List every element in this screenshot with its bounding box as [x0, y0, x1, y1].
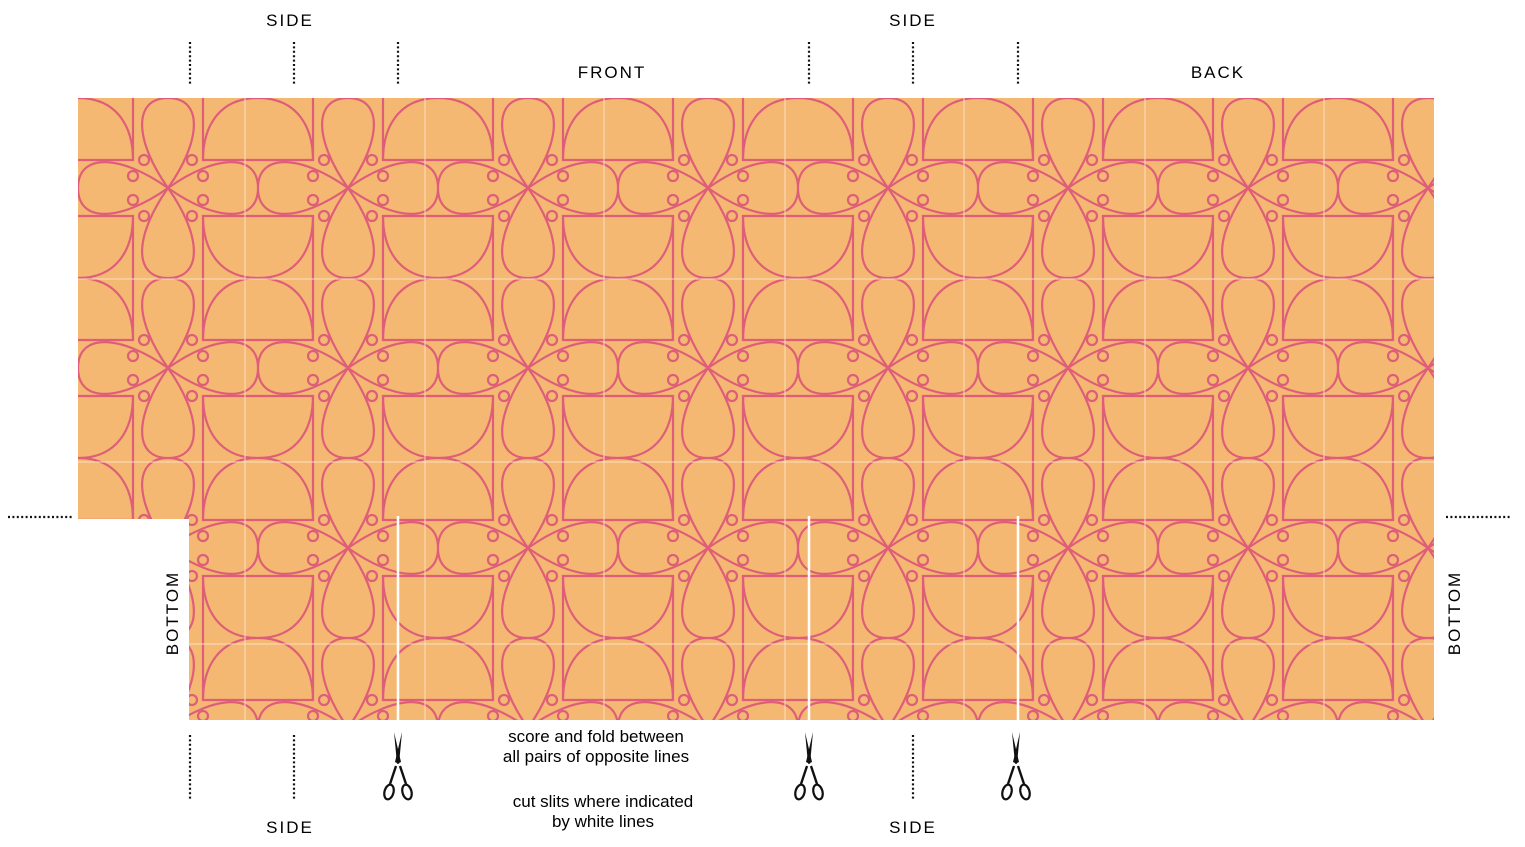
scissors-icon	[792, 730, 826, 802]
label-side-bottom-right: SIDE	[889, 818, 937, 837]
tile-grid-lines	[78, 98, 1434, 720]
label-side-top-left: SIDE	[266, 11, 314, 30]
label-bottom-left: BOTTOM	[163, 571, 182, 655]
instruction-score-line-2: all pairs of opposite lines	[503, 747, 689, 766]
label-front: FRONT	[578, 63, 647, 82]
label-side-top-right: SIDE	[889, 11, 937, 30]
patterned-paper	[78, 98, 1434, 720]
instruction-cut-line-2: by white lines	[552, 812, 654, 831]
scissors-icon	[381, 730, 415, 802]
label-side-bottom-left: SIDE	[266, 818, 314, 837]
label-back: BACK	[1191, 63, 1245, 82]
scissors-icon	[999, 730, 1033, 802]
label-bottom-right: BOTTOM	[1445, 571, 1464, 655]
cut-slits	[396, 516, 1020, 720]
instruction-cut-line-1: cut slits where indicated	[513, 792, 693, 811]
instruction-score-line-1: score and fold between	[508, 727, 684, 746]
